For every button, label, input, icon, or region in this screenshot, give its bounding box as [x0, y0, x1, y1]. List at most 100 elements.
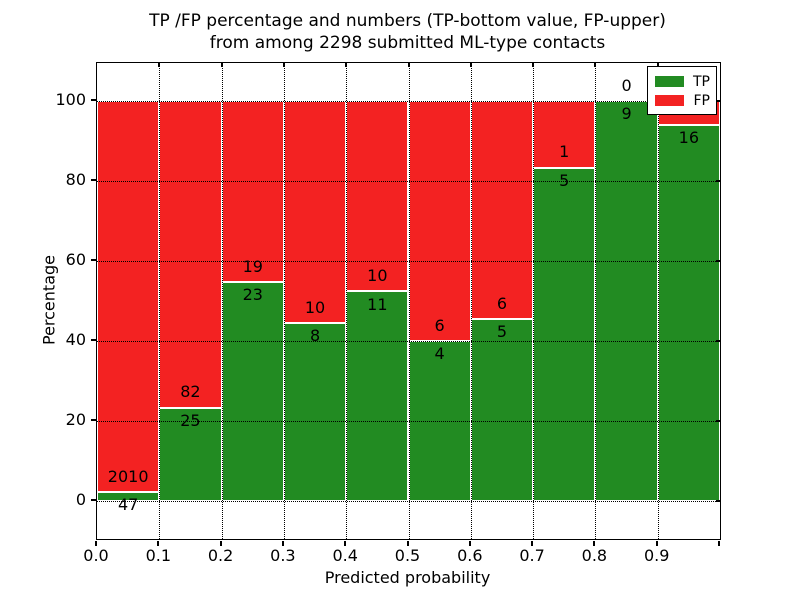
y-tick [91, 99, 96, 101]
x-tick-inner [656, 63, 659, 67]
x-tick [95, 541, 97, 546]
annotation-fp-count: 82 [180, 382, 201, 402]
legend: TP FP [647, 66, 717, 115]
plot-area: TP FP 20104782251923108101164651509116 [96, 62, 721, 540]
legend-item-fp: FP [655, 91, 712, 110]
x-tick-inner [532, 63, 535, 67]
annotation-tp-count: 5 [559, 170, 570, 190]
bar-segment-fp [346, 101, 409, 292]
gridline-y [97, 181, 720, 182]
x-tick [593, 541, 596, 546]
chart-title-line1: TP /FP percentage and numbers (TP-bottom… [149, 11, 666, 31]
y-tick-inner [716, 500, 720, 502]
annotation-fp-count: 6 [434, 315, 445, 335]
y-tick-inner [716, 180, 720, 182]
annotation-fp-count: 1 [559, 142, 570, 162]
x-axis-label: Predicted probability [324, 568, 491, 587]
y-tick-label: 20 [65, 410, 86, 429]
annotation-tp-count: 16 [678, 127, 700, 147]
gridline-y [97, 421, 720, 422]
legend-item-tp: TP [655, 72, 712, 91]
x-tick [531, 541, 534, 546]
legend-label-fp: FP [693, 92, 711, 109]
annotation-tp-count: 25 [180, 410, 201, 430]
y-tick-inner [716, 260, 720, 262]
x-tick-label: 0.1 [145, 546, 172, 565]
x-tick [655, 541, 658, 546]
x-tick-label: 0.6 [457, 546, 483, 565]
x-tick-inner [282, 63, 285, 67]
x-tick-label: 0.8 [581, 546, 608, 565]
bar-segment-tp [470, 319, 534, 501]
gridline-x [533, 63, 535, 539]
annotation-fp-count: 10 [304, 298, 326, 318]
annotation-tp-count: 9 [621, 104, 632, 124]
gridline-y [97, 101, 720, 102]
x-tick-label: 0.7 [519, 546, 545, 565]
y-tick-label: 60 [65, 250, 86, 269]
x-tick-inner [594, 63, 597, 67]
x-tick-inner [158, 63, 161, 67]
bar-segment-fp [470, 101, 534, 320]
x-tick [344, 541, 347, 546]
bar-segment-fp [221, 101, 284, 282]
bar-segment-fp [97, 101, 160, 492]
x-tick-inner [345, 63, 348, 67]
x-tick [406, 541, 409, 546]
x-tick-inner [407, 63, 410, 67]
bar-segment-tp [283, 323, 347, 501]
gridline-x [159, 63, 161, 539]
annotation-fp-count: 19 [242, 256, 263, 276]
x-tick [157, 541, 160, 546]
x-tick-label: 0.4 [332, 546, 358, 565]
bar-segment-tp [97, 491, 160, 501]
annotation-tp-count: 47 [117, 495, 139, 515]
annotation-tp-count: 5 [496, 322, 508, 342]
annotation-tp-count: 11 [367, 294, 388, 314]
legend-swatch-tp [655, 76, 684, 87]
y-tick-inner [716, 340, 720, 342]
y-tick [91, 499, 96, 501]
x-tick-label: 0.5 [394, 546, 421, 565]
bar-segment-fp [283, 101, 347, 324]
annotation-fp-count: 2010 [107, 466, 149, 486]
bar-segment-fp [159, 101, 222, 408]
x-tick [718, 541, 720, 546]
chart-title-line2: from among 2298 submitted ML-type contac… [209, 33, 606, 53]
gridline-x [470, 63, 472, 539]
gridline-y [97, 341, 720, 342]
x-tick-label: 0.3 [270, 546, 296, 565]
annotation-tp-count: 8 [309, 326, 321, 346]
y-tick [91, 339, 96, 341]
legend-label-tp: TP [693, 73, 710, 90]
x-tick-label: 0.2 [207, 546, 234, 565]
gridline-x [221, 63, 223, 539]
annotation-tp-count: 4 [434, 344, 445, 364]
y-tick-inner [716, 100, 720, 102]
x-tick [281, 541, 284, 546]
x-tick-inner [220, 63, 223, 67]
gridline-y [97, 501, 720, 502]
gridline-y [97, 261, 720, 262]
y-tick-label: 0 [75, 490, 86, 509]
gridline-x [408, 63, 410, 539]
y-tick-label: 80 [65, 170, 86, 189]
annotation-fp-count: 10 [367, 266, 388, 286]
bar-segment-tp [346, 291, 409, 501]
chart-title: TP /FP percentage and numbers (TP-bottom… [96, 10, 719, 54]
gridline-x [657, 63, 659, 539]
legend-swatch-fp [655, 95, 684, 106]
annotation-tp-count: 23 [242, 285, 263, 305]
bar-segment-tp [159, 407, 222, 501]
x-tick [219, 541, 222, 546]
y-tick-label: 100 [55, 90, 86, 109]
x-tick-label: 0.0 [83, 546, 109, 565]
bar-segment-tp [657, 124, 720, 501]
gridline-x [595, 63, 597, 539]
x-tick [468, 541, 471, 546]
annotation-fp-count: 0 [621, 75, 632, 95]
y-tick-label: 40 [65, 330, 86, 349]
y-tick-inner [716, 420, 720, 422]
gridline-x [283, 63, 285, 539]
